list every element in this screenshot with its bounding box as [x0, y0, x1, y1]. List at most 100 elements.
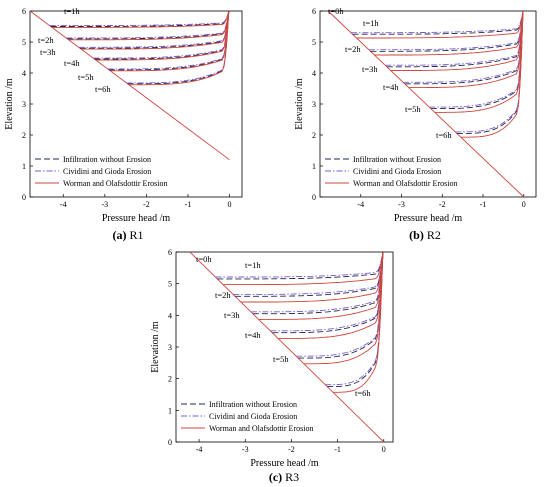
time-label: t=3h [362, 64, 378, 74]
caption-prefix: (b) [409, 228, 424, 242]
series-line-solid-t6 [128, 11, 230, 86]
series-line-dashdot-t3 [250, 252, 384, 313]
x-tick-label: -1 [185, 200, 192, 209]
time-label: t=3h [224, 310, 240, 320]
y-tick-label: 0 [312, 193, 316, 202]
series-line-solid-t2 [68, 11, 230, 41]
x-tick-label: 0 [382, 445, 386, 454]
series-line-solid-t4 [408, 11, 524, 89]
time-label: t=4h [64, 58, 80, 68]
y-tick-label: 4 [312, 69, 316, 78]
series-line-dashed-t5 [298, 252, 384, 359]
y-tick-label: 2 [168, 375, 172, 384]
legend-entry: Infiltration without Erosion [209, 400, 297, 409]
y-tick-label: 0 [22, 193, 26, 202]
series-line-dashed-t6 [327, 252, 384, 388]
series-line-solid-t1 [223, 252, 384, 286]
y-tick-label: 2 [22, 131, 26, 140]
x-tick-label: 0 [522, 200, 526, 209]
legend-entry: Worman and Olafsdottir Erosion [209, 424, 313, 433]
series-line-dashed-t4 [94, 11, 230, 60]
series-line-dashdot-t4 [403, 11, 524, 83]
panel-r2: -4 -3 -2 -1 0 0 1 2 3 4 5 6 Pressure head /m Elevatio… [294, 6, 537, 242]
x-tick-label: -4 [357, 200, 364, 209]
y-tick-label: 1 [22, 162, 26, 171]
series-line-solid-t5 [303, 252, 384, 365]
y-tick-label: 6 [312, 7, 316, 16]
time-label: t=5h [405, 104, 421, 114]
series-line-solid-t3 [390, 11, 524, 71]
x-axis-label: Pressure head /m [250, 458, 319, 469]
panel-caption: (c) R3 [269, 470, 299, 484]
series-line-dashdot-t5 [107, 11, 230, 70]
y-tick-label: 6 [22, 7, 26, 16]
time-label: t=1h [363, 18, 379, 28]
series-line-dashed-t4 [404, 11, 524, 85]
y-tick-label: 3 [22, 100, 26, 109]
series-line-solid-t6 [333, 252, 384, 393]
y-tick-label: 4 [168, 311, 172, 320]
x-axis-label: Pressure head /m [394, 213, 463, 224]
series-line-dashed-t1 [352, 11, 524, 35]
time-label: t=2h [38, 35, 54, 45]
y-tick-label: 0 [168, 438, 172, 447]
series-line-solid-t2 [374, 11, 524, 56]
series-line-dashdot-t1 [215, 252, 384, 278]
time-label: t=6h [355, 388, 371, 398]
y-tick-label: 1 [168, 406, 172, 415]
x-tick-label: -3 [101, 200, 108, 209]
series-line-solid-t6 [460, 11, 524, 138]
series-line-dashdot-t2 [233, 252, 384, 295]
time-label: t=6h [95, 84, 111, 94]
time-label: t=2h [345, 44, 361, 54]
x-tick-label: -1 [334, 445, 341, 454]
legend-entry: Cividini and Gioda Erosion [353, 167, 441, 176]
series-line-solid-t5 [434, 11, 524, 113]
series-line-solid-t3 [258, 252, 384, 320]
series-line-dashdot-t5 [296, 252, 384, 357]
y-axis-label: Elevation /m [150, 321, 161, 373]
panel-r1: -4 -3 -2 -1 0 0 1 2 3 4 5 6 Pressure head /m Elevatio… [4, 6, 243, 242]
x-tick-label: -2 [439, 200, 446, 209]
caption-name: R3 [285, 470, 299, 484]
series-line-dashdot-t6 [325, 252, 384, 386]
time-label: t=0h [196, 254, 212, 264]
x-tick-label: -3 [398, 200, 405, 209]
legend-entry: Worman and Olafsdottir Erosion [63, 179, 167, 188]
x-tick-label: -2 [288, 445, 295, 454]
boundary-line [189, 251, 385, 443]
legend-entry: Infiltration without Erosion [63, 155, 151, 164]
series-line-dashed-t5 [109, 11, 230, 71]
legend-entry: Infiltration without Erosion [353, 155, 441, 164]
series-line-dashed-t1 [217, 252, 384, 280]
y-tick-label: 3 [168, 343, 172, 352]
caption-prefix: (c) [269, 470, 282, 484]
y-tick-label: 1 [312, 162, 316, 171]
series-line-solid-t2 [240, 252, 384, 303]
series-line-solid-t4 [278, 252, 384, 339]
x-tick-label: 0 [228, 200, 232, 209]
x-tick-label: -4 [60, 200, 67, 209]
y-axis-label: Elevation /m [4, 78, 15, 130]
time-label: t=3h [40, 47, 56, 57]
x-axis-label: Pressure head /m [102, 213, 171, 224]
panel-caption: (b) R2 [409, 228, 441, 242]
series-line-solid-t4 [95, 11, 230, 61]
legend-entry: Cividini and Gioda Erosion [63, 167, 151, 176]
time-label: t=5h [273, 354, 289, 364]
x-tick-label: -3 [242, 445, 249, 454]
time-label: t=5h [78, 72, 94, 82]
series-line-dashdot-t3 [78, 11, 230, 48]
y-tick-label: 4 [22, 69, 26, 78]
time-label: t=6h [436, 130, 452, 140]
series-line-solid-t3 [81, 11, 230, 50]
y-tick-label: 5 [168, 280, 172, 289]
y-axis-label: Elevation /m [294, 78, 305, 130]
boundary-line [29, 10, 230, 161]
series-line-dashed-t1 [50, 11, 230, 27]
series-line-dashdot-t3 [385, 11, 524, 66]
time-label: t=2h [215, 290, 231, 300]
panel-caption: (a) R1 [112, 228, 143, 242]
caption-prefix: (a) [112, 228, 126, 242]
